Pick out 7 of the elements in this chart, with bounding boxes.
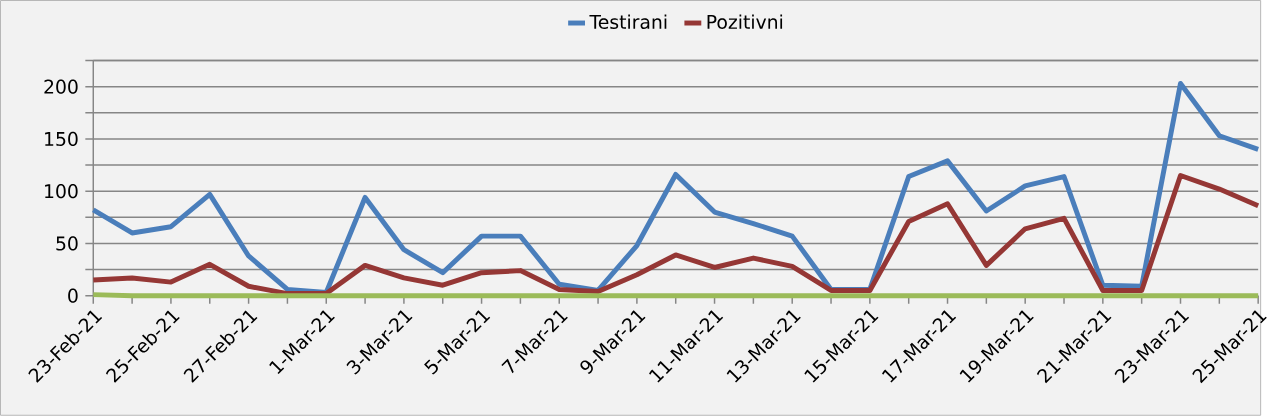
y-tick-label: 200 bbox=[44, 79, 78, 94]
y-tick-label: 150 bbox=[45, 131, 78, 147]
y-tick-label: 100 bbox=[45, 184, 78, 199]
legend-label: Testirani bbox=[589, 14, 667, 30]
y-tick-label: 50 bbox=[56, 236, 78, 251]
y-tick-label: 0 bbox=[68, 288, 78, 303]
legend-label: Pozitivni bbox=[707, 14, 783, 30]
